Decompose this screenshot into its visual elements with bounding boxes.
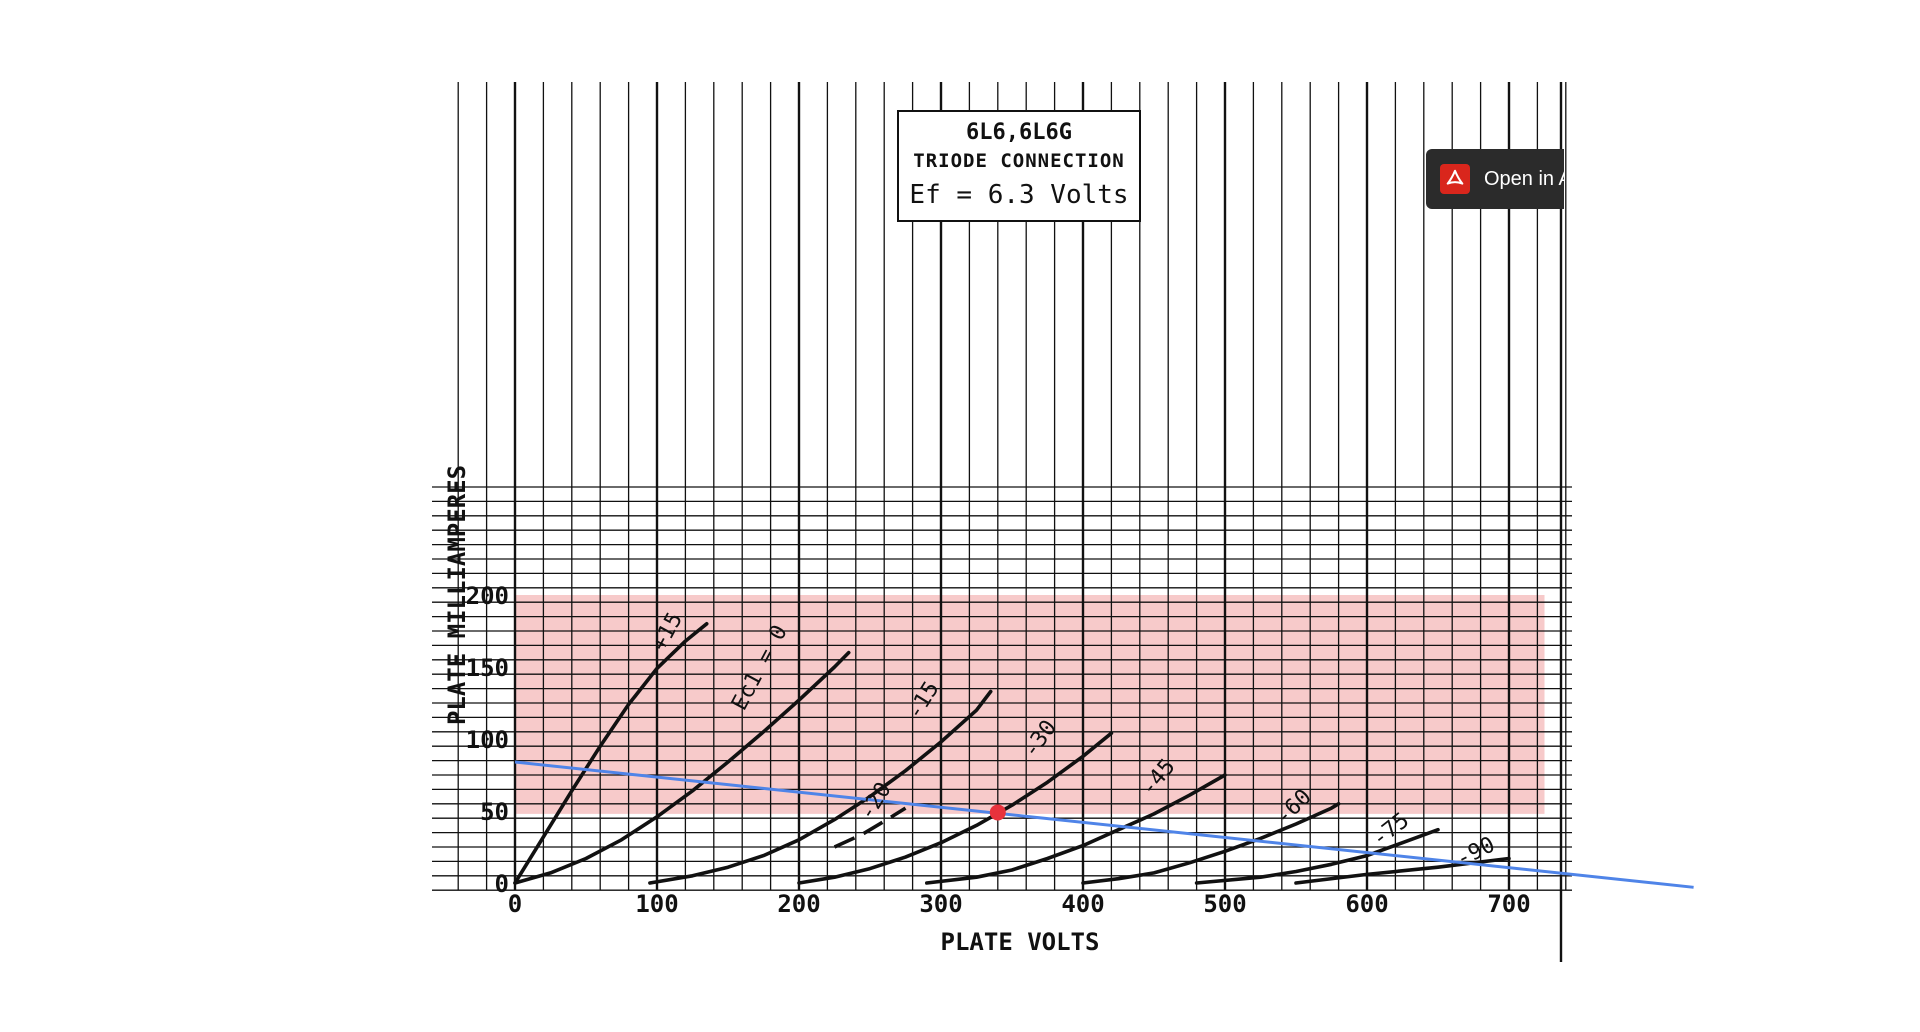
y-axis-title: PLATE MILLIAMPERES — [443, 465, 471, 725]
y-tick-label: 100 — [466, 726, 509, 754]
plate-curve — [925, 773, 1227, 885]
plate-curve — [797, 731, 1114, 885]
dashed-plate-curve — [833, 806, 907, 849]
load-line — [514, 760, 1694, 889]
x-axis-title: PLATE VOLTS — [941, 928, 1100, 956]
x-tick-label: 200 — [777, 890, 820, 918]
y-tick-label: 50 — [480, 798, 509, 826]
plate-curve — [648, 689, 993, 885]
plate-curve — [513, 622, 709, 885]
chart-title-box: 6L6,6L6G TRIODE CONNECTION Ef = 6.3 Volt… — [897, 110, 1141, 222]
axis-ticks: 0 100 200 300 400 500 600 700 0 50 100 150 200 — [466, 582, 1531, 918]
plate-curve — [513, 650, 851, 885]
y-tick-label: 0 — [495, 870, 509, 898]
chart-subtitle: TRIODE CONNECTION — [913, 150, 1124, 172]
chart-grid — [432, 82, 1572, 962]
plate-curve — [1194, 827, 1440, 885]
x-tick-label: 300 — [919, 890, 962, 918]
x-tick-label: 500 — [1203, 890, 1246, 918]
x-tick-label: 700 — [1487, 890, 1530, 918]
y-tick-label: 200 — [466, 582, 509, 610]
open-in-button-label: Open in A — [1484, 167, 1564, 190]
x-tick-label: 400 — [1061, 890, 1104, 918]
load-line-overlay — [514, 760, 1694, 889]
plate-curve — [1081, 802, 1341, 885]
acrobat-pdf-icon — [1440, 164, 1470, 194]
x-tick-label: 0 — [508, 890, 522, 918]
y-tick-label: 150 — [466, 654, 509, 682]
x-tick-label: 600 — [1345, 890, 1388, 918]
filament-voltage-annotation: Ef = 6.3 Volts — [909, 180, 1128, 210]
x-tick-label: 100 — [635, 890, 678, 918]
operating-point — [989, 804, 1006, 821]
chart-title: 6L6,6L6G — [966, 120, 1072, 145]
open-in-acrobat-button[interactable]: Open in A — [1426, 149, 1564, 209]
